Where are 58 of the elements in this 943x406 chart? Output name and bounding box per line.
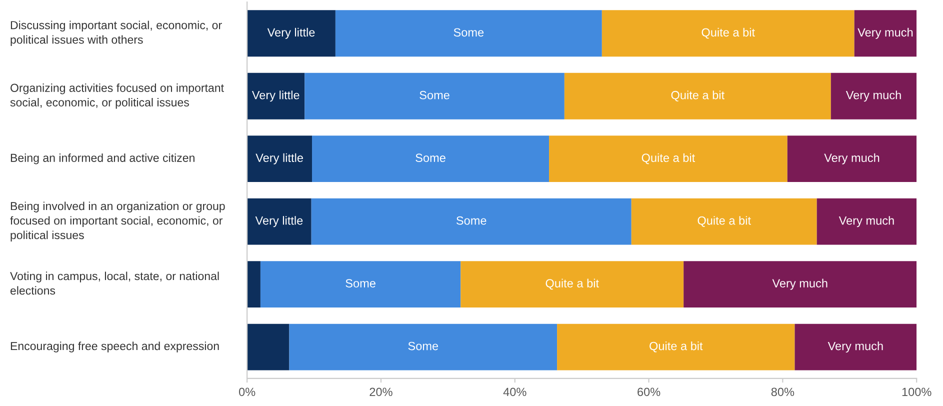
bar [794, 324, 917, 370]
bar [564, 72, 831, 120]
bar [312, 136, 550, 182]
y-tick-label: Discussing important social, economic, or political issues with others [10, 20, 222, 46]
bar [557, 324, 795, 370]
text: Very much [838, 216, 894, 228]
text: Quite a bit [642, 153, 696, 164]
bar [247, 324, 290, 370]
text: Some [456, 216, 486, 225]
bar [289, 324, 558, 370]
x-tick-label: 60% [638, 388, 660, 396]
x-tick-label: 0% [238, 388, 256, 396]
text: Some [416, 154, 446, 162]
y-tick-label: Being involved in an organization or group focused on important social, economic, or political issues [10, 202, 225, 242]
text: Quite a bit [702, 28, 755, 39]
bar [787, 136, 917, 182]
bar [247, 261, 260, 308]
series-label: Very much [858, 28, 913, 39]
text: Quite a bit [650, 342, 703, 352]
bar [854, 10, 917, 57]
series-label: Quite a bit [698, 216, 751, 227]
bar [247, 136, 312, 182]
x-tick-label: 100% [902, 388, 932, 396]
bar [304, 72, 564, 120]
text: Very much [828, 342, 883, 353]
bar [260, 261, 461, 308]
x-tick-label: 40% [503, 388, 526, 396]
series-label: Some [346, 279, 376, 288]
bar [830, 72, 917, 120]
y-tick-label: Being an informed and active citizen [10, 153, 194, 164]
y-tick-label: Voting in campus, local, state, or national elections [10, 272, 219, 295]
x-tick-label: 80% [771, 388, 794, 396]
text: Quite a bit [671, 90, 724, 102]
bar [460, 261, 684, 308]
text: Very little [256, 153, 303, 164]
text: Some [420, 90, 450, 100]
bar [549, 136, 788, 182]
y-tick-label: Encouraging free speech and expression [10, 342, 219, 352]
text: Very little [267, 28, 315, 39]
text: Very much [772, 278, 828, 290]
x-tick-label: 20% [370, 388, 392, 396]
series-label: Very little [252, 90, 300, 102]
y-tick-label: Organizing activities focused on important social, economic, or political issues [10, 83, 224, 109]
bar [816, 198, 917, 245]
text: Very much [824, 153, 880, 164]
text: Some [454, 28, 484, 37]
text: Some [408, 342, 438, 350]
bar [247, 10, 336, 57]
bar [311, 198, 632, 245]
bar [631, 198, 817, 245]
bar [602, 10, 854, 57]
text: Very little [255, 216, 303, 228]
bar [247, 72, 305, 120]
bar [335, 10, 602, 57]
bar [684, 261, 917, 308]
text: Very much [846, 90, 901, 102]
text: Quite a bit [546, 278, 599, 290]
bar [247, 198, 312, 245]
